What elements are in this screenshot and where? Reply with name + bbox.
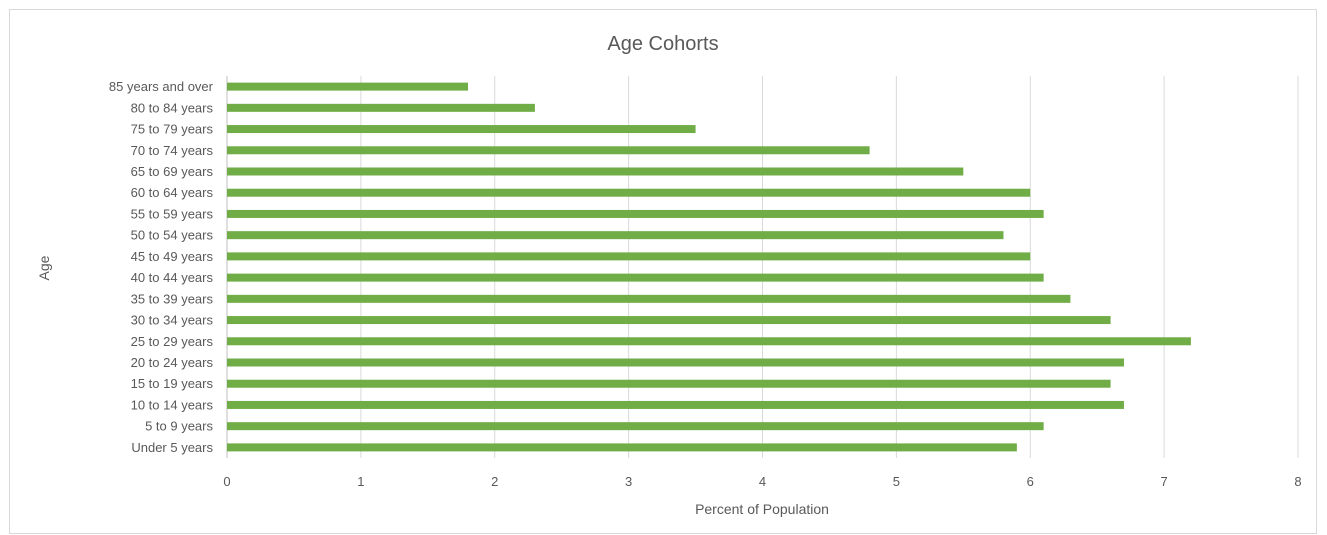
bar: [227, 231, 1004, 240]
y-tick-label: 85 years and over: [109, 79, 214, 94]
y-tick-label: 5 to 9 years: [145, 419, 213, 434]
bar: [227, 167, 964, 176]
y-tick-label: 45 to 49 years: [131, 249, 214, 264]
bar: [227, 358, 1124, 367]
y-tick-label: 40 to 44 years: [131, 270, 214, 285]
bar: [227, 146, 870, 155]
x-tick-label: 6: [1027, 474, 1034, 489]
bar: [227, 82, 468, 91]
y-tick-label: 75 to 79 years: [131, 122, 214, 137]
bar: [227, 103, 535, 112]
bar: [227, 209, 1044, 218]
y-tick-label: 35 to 39 years: [131, 291, 214, 306]
bar: [227, 294, 1071, 303]
y-tick-label: 20 to 24 years: [131, 355, 214, 370]
y-tick-label: 65 to 69 years: [131, 164, 214, 179]
bar: [227, 252, 1031, 261]
y-tick-label: 50 to 54 years: [131, 228, 214, 243]
x-tick-label: 7: [1161, 474, 1168, 489]
x-axis-title: Percent of Population: [695, 501, 829, 517]
x-tick-label: 3: [625, 474, 632, 489]
y-tick-label: 15 to 19 years: [131, 376, 214, 391]
x-tick-label: 2: [491, 474, 498, 489]
x-axis-ticks: 0 1 2 3 4 5 6 7 8: [223, 474, 1301, 489]
x-tick-label: 0: [223, 474, 230, 489]
bar: [227, 379, 1111, 388]
bar: [227, 443, 1017, 452]
y-tick-label: 30 to 34 years: [131, 313, 214, 328]
x-tick-label: 8: [1294, 474, 1301, 489]
bar: [227, 188, 1031, 197]
gridlines: [226, 76, 1299, 458]
y-tick-label: Under 5 years: [131, 440, 213, 455]
x-tick-label: 5: [893, 474, 900, 489]
bars: [227, 82, 1191, 452]
x-tick-label: 1: [357, 474, 364, 489]
bar: [227, 125, 696, 134]
y-tick-label: 55 to 59 years: [131, 206, 214, 221]
y-axis-title: Age: [36, 255, 52, 280]
x-tick-label: 4: [759, 474, 766, 489]
bar: [227, 337, 1191, 346]
y-tick-label: 10 to 14 years: [131, 397, 214, 412]
y-axis-ticks: Under 5 years 5 to 9 years 10 to 14 years 1…: [109, 79, 214, 455]
y-tick-label: 60 to 64 years: [131, 185, 214, 200]
y-tick-label: 80 to 84 years: [131, 100, 214, 115]
y-tick-label: 70 to 74 years: [131, 143, 214, 158]
chart-title: Age Cohorts: [607, 33, 718, 55]
bar: [227, 273, 1044, 282]
bar: [227, 400, 1124, 409]
y-tick-label: 25 to 29 years: [131, 334, 214, 349]
bar: [227, 422, 1044, 431]
bar: [227, 316, 1111, 325]
